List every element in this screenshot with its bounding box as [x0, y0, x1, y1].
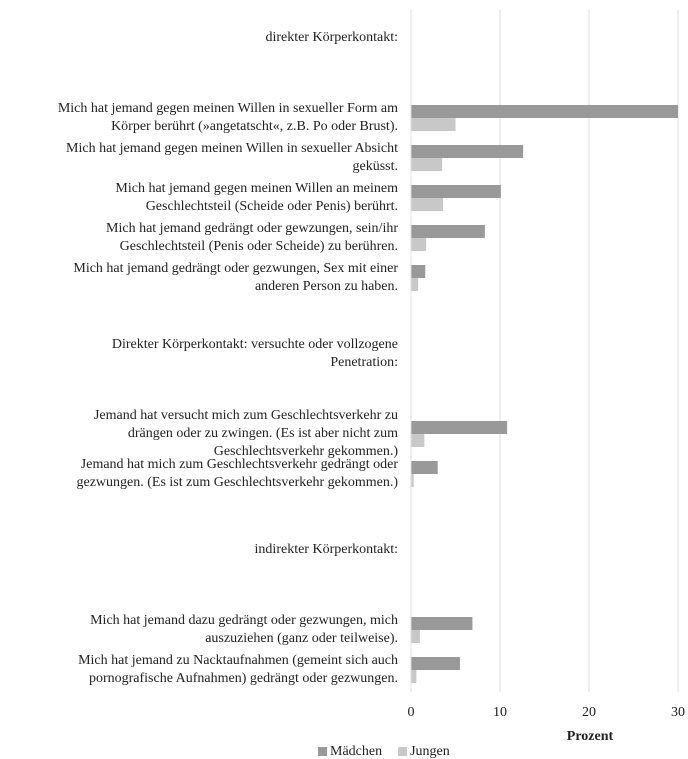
- legend-swatch: [318, 747, 327, 756]
- bar: [411, 461, 438, 474]
- bar: [411, 617, 473, 630]
- category-label: Mich hat jemand gedrängt oder gewzungen,…: [106, 221, 398, 254]
- x-tick-label: 20: [582, 705, 596, 720]
- legend-label: Mädchen: [330, 744, 382, 759]
- category-label: Jemand hat mich zum Geschlechtsverkehr g…: [76, 457, 398, 490]
- bar: [411, 421, 508, 434]
- bar: [411, 145, 524, 158]
- bar: [411, 198, 444, 211]
- category-label: Mich hat jemand gegen meinen Willen an m…: [115, 181, 398, 214]
- bar: [411, 238, 427, 251]
- category-label: Mich hat jemand dazu gedrängt oder gezwu…: [90, 613, 398, 646]
- bar: [411, 670, 417, 683]
- category-label: Direkter Körperkontakt: versuchte oder v…: [111, 337, 398, 370]
- category-label: Mich hat jemand gegen meinen Willen in s…: [57, 101, 398, 134]
- legend-label: Jungen: [410, 744, 450, 759]
- bar: [411, 434, 425, 447]
- category-label: Mich hat jemand zu Nacktaufnahmen (gemei…: [78, 653, 398, 686]
- category-label: Mich hat jemand gegen meinen Willen in s…: [66, 141, 398, 174]
- x-tick-label: 10: [493, 705, 507, 720]
- category-label: Mich hat jemand gedrängt oder gezwungen,…: [73, 261, 398, 294]
- bar: [411, 474, 414, 487]
- category-label: indirekter Körperkontakt:: [254, 542, 398, 557]
- bar: [411, 118, 456, 131]
- x-tick-label: 30: [671, 705, 685, 720]
- bar: [411, 158, 443, 171]
- bar: [411, 185, 501, 198]
- legend-swatch: [398, 747, 408, 756]
- category-label: direkter Körperkontakt:: [265, 30, 398, 45]
- bar: [411, 630, 420, 643]
- bar: [411, 657, 460, 670]
- x-axis-label: Prozent: [567, 729, 614, 744]
- bar: [411, 278, 419, 291]
- x-tick-label: 0: [408, 705, 415, 720]
- bar: [411, 265, 426, 278]
- bar: [411, 105, 678, 118]
- bar: [411, 225, 485, 238]
- category-label: Jemand hat versucht mich zum Geschlechts…: [93, 408, 398, 459]
